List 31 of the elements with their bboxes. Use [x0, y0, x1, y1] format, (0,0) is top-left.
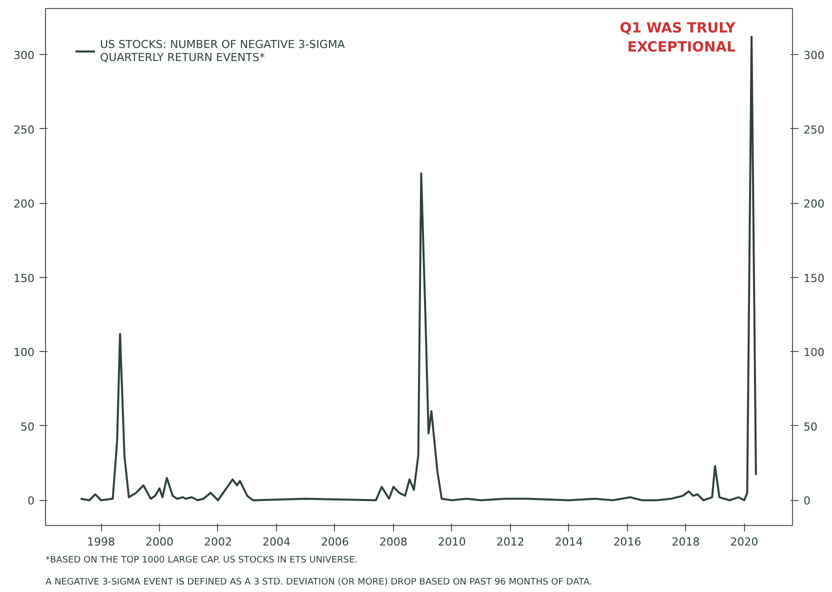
x-tick-label: 2004: [262, 536, 290, 548]
x-tick-label: 2002: [204, 536, 232, 548]
y-tick-label: 250: [14, 123, 35, 136]
annotation: Q1 WAS TRULY EXCEPTIONAL: [620, 20, 736, 56]
x-tick-label: 2006: [320, 536, 349, 548]
text: *BASED ON THE TOP 1000 LARGE CAP. US STOCKS IN ETS UNIVERSE.: [46, 556, 358, 566]
x-tick-label: 2016: [613, 536, 642, 548]
y2-tick-label: 300: [804, 49, 824, 62]
y-tick-label: 0: [28, 494, 34, 508]
y2-tick-label: 250: [804, 123, 824, 136]
y-tick-label: 300: [14, 49, 35, 62]
x-tick-label: 2012: [496, 536, 524, 548]
y2-tick-label: 200: [804, 198, 824, 211]
x-tick-label: 1998: [87, 536, 116, 548]
x-tick-label: 2014: [554, 536, 583, 548]
y-tick-label: 100: [14, 346, 35, 360]
x-tick-label: 2010: [438, 536, 466, 548]
x-tick-label: 2000: [146, 536, 174, 548]
y-tick-label: 150: [14, 272, 35, 285]
y2-tick-label: 0: [804, 494, 810, 508]
x-tick-label: 2018: [672, 536, 700, 548]
text: A NEGATIVE 3-SIGMA EVENT IS DEFINED AS A 3 STD. DEVIATION (OR MORE) DROP BASED ON PAST 96 MONTHS OF DATA.: [46, 578, 592, 588]
y2-tick-label: 50: [804, 420, 818, 434]
line-series: [80, 36, 757, 502]
legend-label: US STOCKS: NUMBER OF NEGATIVE 3-SIGMA QUARTERLY RETURN EVENTS*: [100, 38, 345, 64]
x-tick-label: 2008: [379, 536, 408, 548]
y2-tick-label: 150: [804, 272, 824, 285]
y-tick-label: 200: [14, 198, 35, 211]
y2-tick-label: 100: [804, 346, 824, 360]
y-tick-label: 50: [20, 420, 35, 434]
x-tick-label: 2020: [730, 536, 758, 548]
